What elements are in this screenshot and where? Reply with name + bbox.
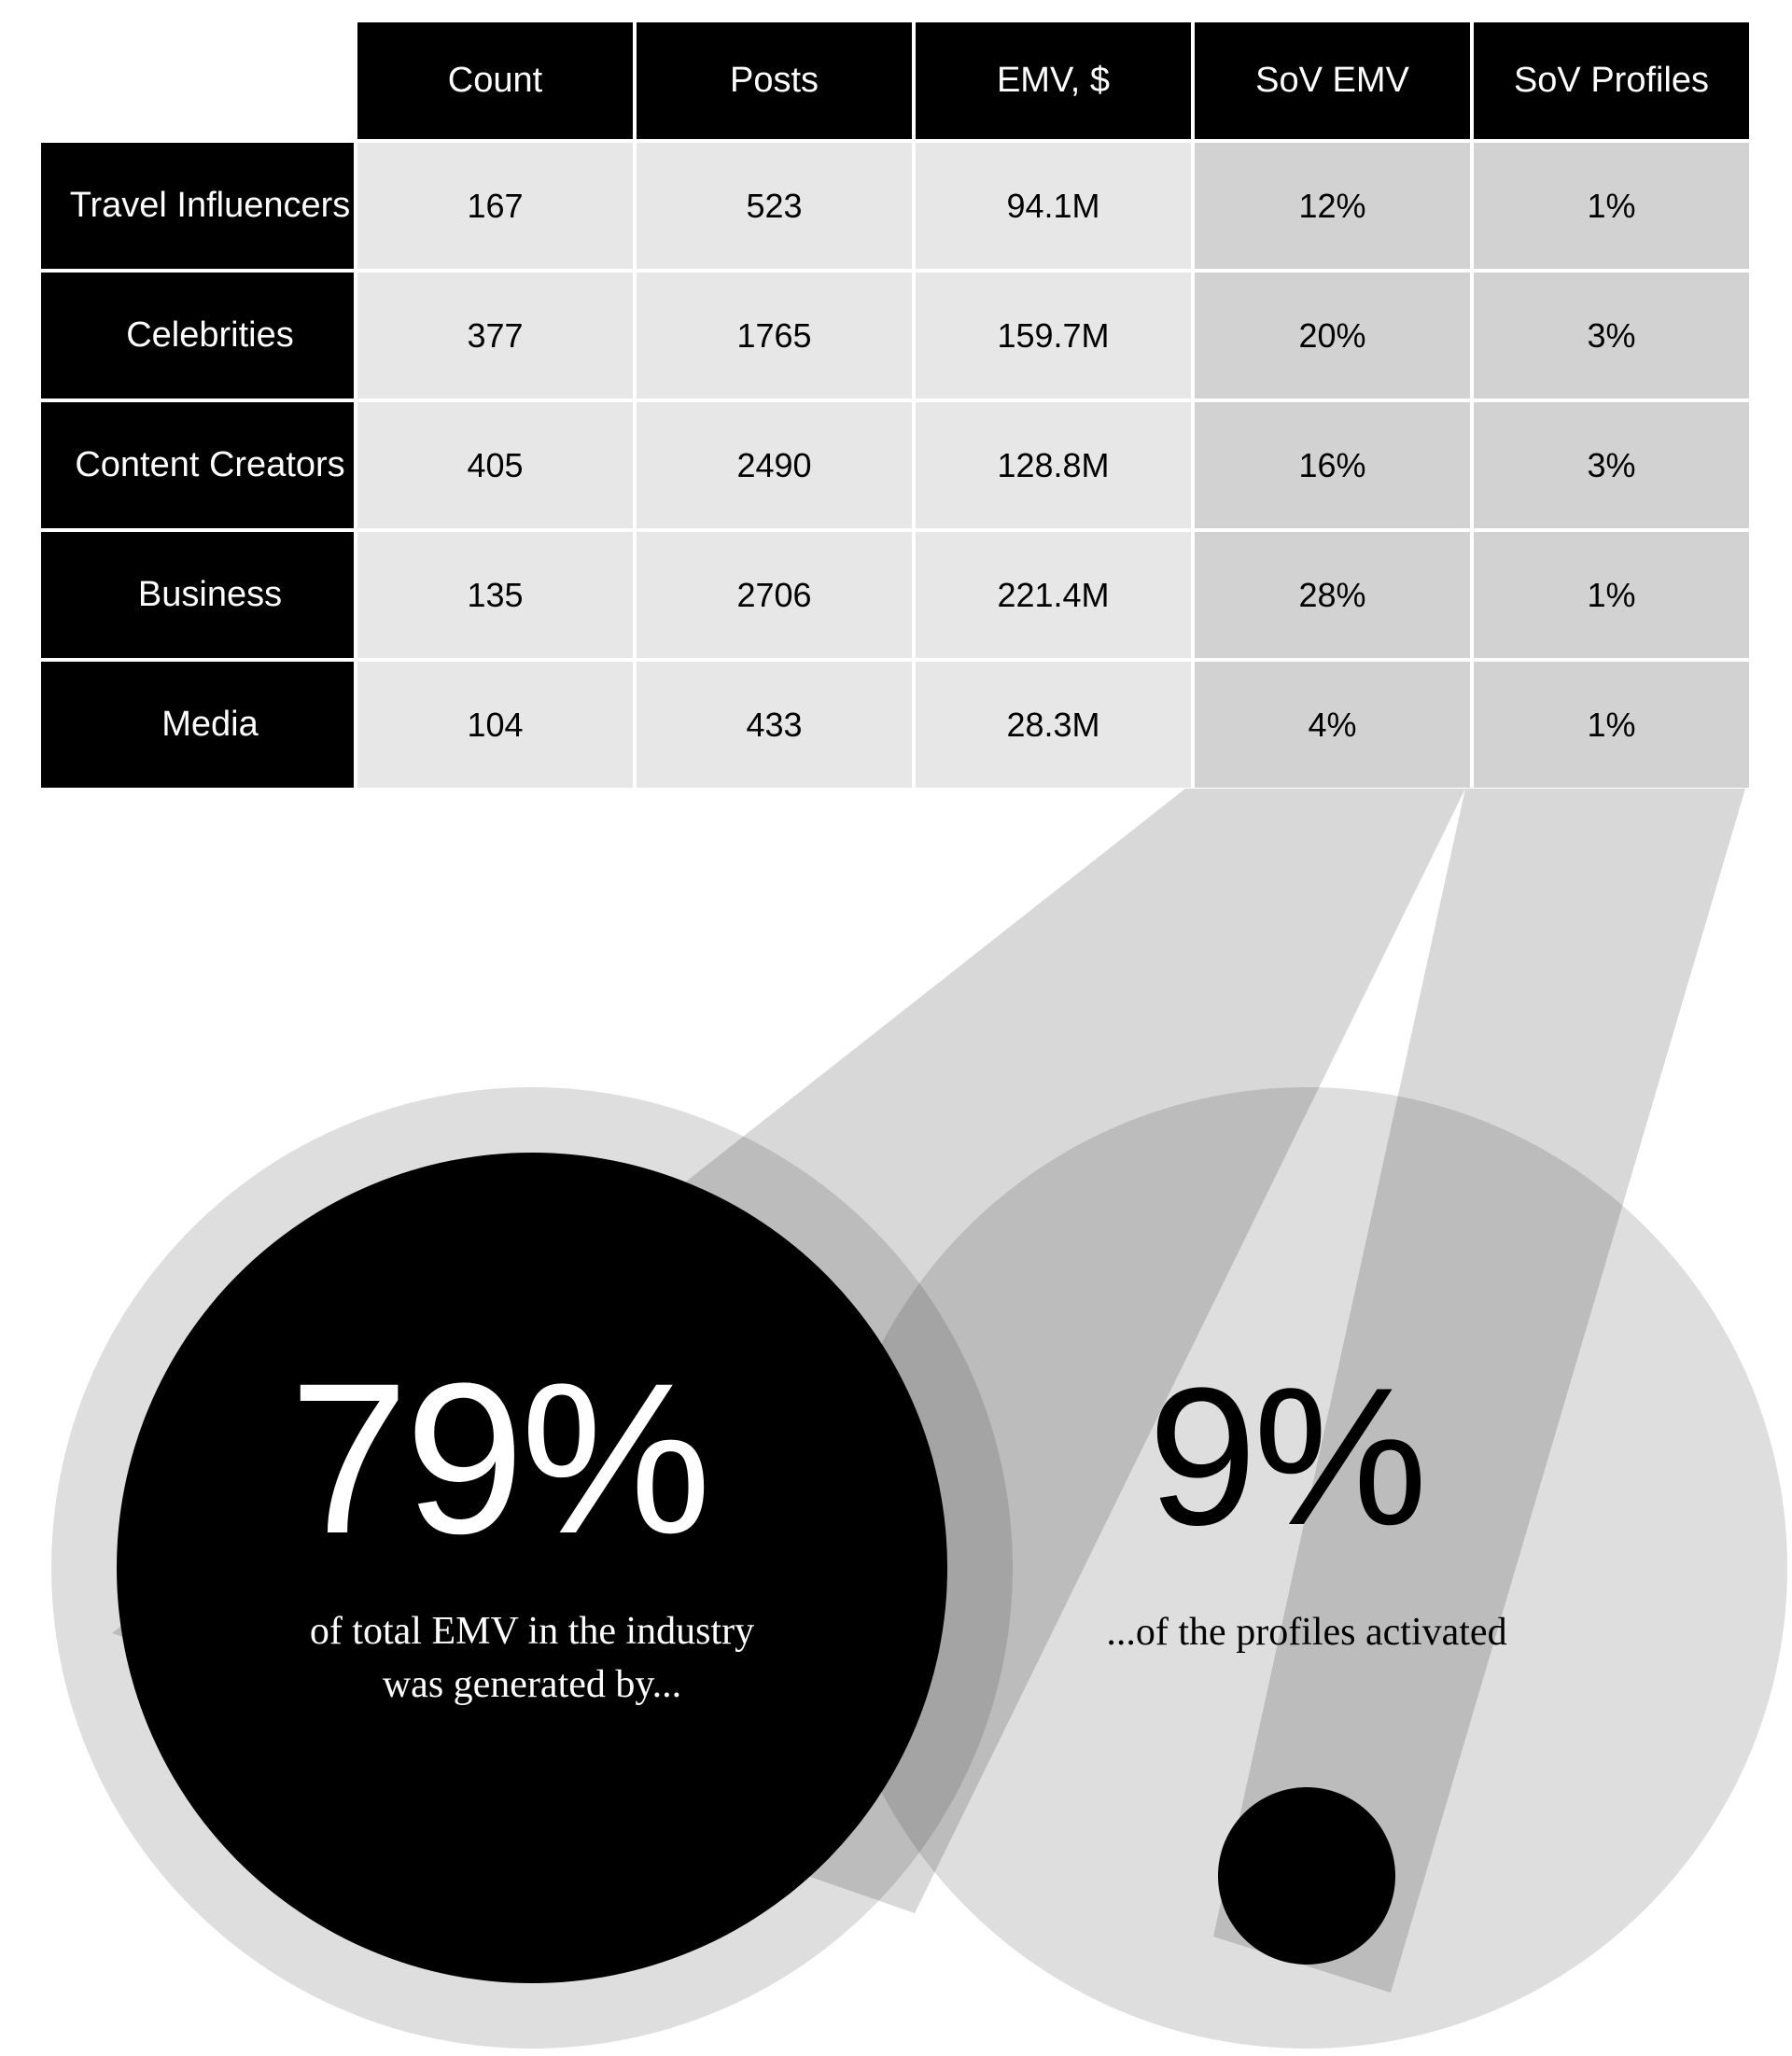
table-cell: 1% [1474, 532, 1749, 658]
table-cell: 1% [1474, 143, 1749, 269]
table-row: Celebrities3771765159.7M20%3% [41, 273, 1749, 399]
table-cell: 221.4M [916, 532, 1191, 658]
table-cell: 159.7M [916, 273, 1191, 399]
table-cell: 2490 [637, 402, 912, 528]
table-cell: 128.8M [916, 402, 1191, 528]
table-row-head: Content Creators [41, 402, 354, 528]
table-cell: 377 [357, 273, 633, 399]
table-cell: 1765 [637, 273, 912, 399]
table-col-head: SoV EMV [1195, 22, 1470, 139]
infographic-canvas: 79% of total EMV in the industrywas gene… [0, 0, 1792, 2056]
callout-right-percent: 9% [1148, 1344, 1424, 1570]
table-cell: 16% [1195, 402, 1470, 528]
table-cell: 28% [1195, 532, 1470, 658]
table-col-head: Count [357, 22, 633, 139]
table-cell: 135 [357, 532, 633, 658]
callout-right-subtext: ...of the profiles activated [1027, 1610, 1587, 1655]
table-row-head: Business [41, 532, 354, 658]
table-col-head: EMV, $ [916, 22, 1191, 139]
table-row: Business1352706221.4M28%1% [41, 532, 1749, 658]
table-col-head: SoV Profiles [1474, 22, 1749, 139]
table-cell: 12% [1195, 143, 1470, 269]
table-col-head: Posts [637, 22, 912, 139]
table-cell: 1% [1474, 662, 1749, 788]
venn-circle-right-black [1218, 1787, 1395, 1965]
table-cell: 405 [357, 402, 633, 528]
table-row-head: Media [41, 662, 354, 788]
table-cell: 28.3M [916, 662, 1191, 788]
table-body: Travel Influencers16752394.1M12%1%Celebr… [41, 143, 1749, 788]
table-row: Travel Influencers16752394.1M12%1% [41, 143, 1749, 269]
table-row: Media10443328.3M4%1% [41, 662, 1749, 788]
table-cell: 94.1M [916, 143, 1191, 269]
table-cell: 3% [1474, 273, 1749, 399]
table-cell: 20% [1195, 273, 1470, 399]
table-row-head: Travel Influencers [41, 143, 354, 269]
table-cell: 167 [357, 143, 633, 269]
table-cell: 433 [637, 662, 912, 788]
table-row: Content Creators4052490128.8M16%3% [41, 402, 1749, 528]
table-cell: 104 [357, 662, 633, 788]
table-cell: 2706 [637, 532, 912, 658]
table-corner-cell [41, 22, 354, 139]
callout-left-subtext: of total EMV in the industrywas generate… [205, 1605, 859, 1711]
table-header-row: Count Posts EMV, $ SoV EMV SoV Profiles [41, 22, 1749, 139]
data-table: Count Posts EMV, $ SoV EMV SoV Profiles … [37, 19, 1753, 791]
callout-left-percent: 79% [289, 1335, 707, 1582]
table-cell: 523 [637, 143, 912, 269]
table-row-head: Celebrities [41, 273, 354, 399]
table-cell: 4% [1195, 662, 1470, 788]
table-cell: 3% [1474, 402, 1749, 528]
